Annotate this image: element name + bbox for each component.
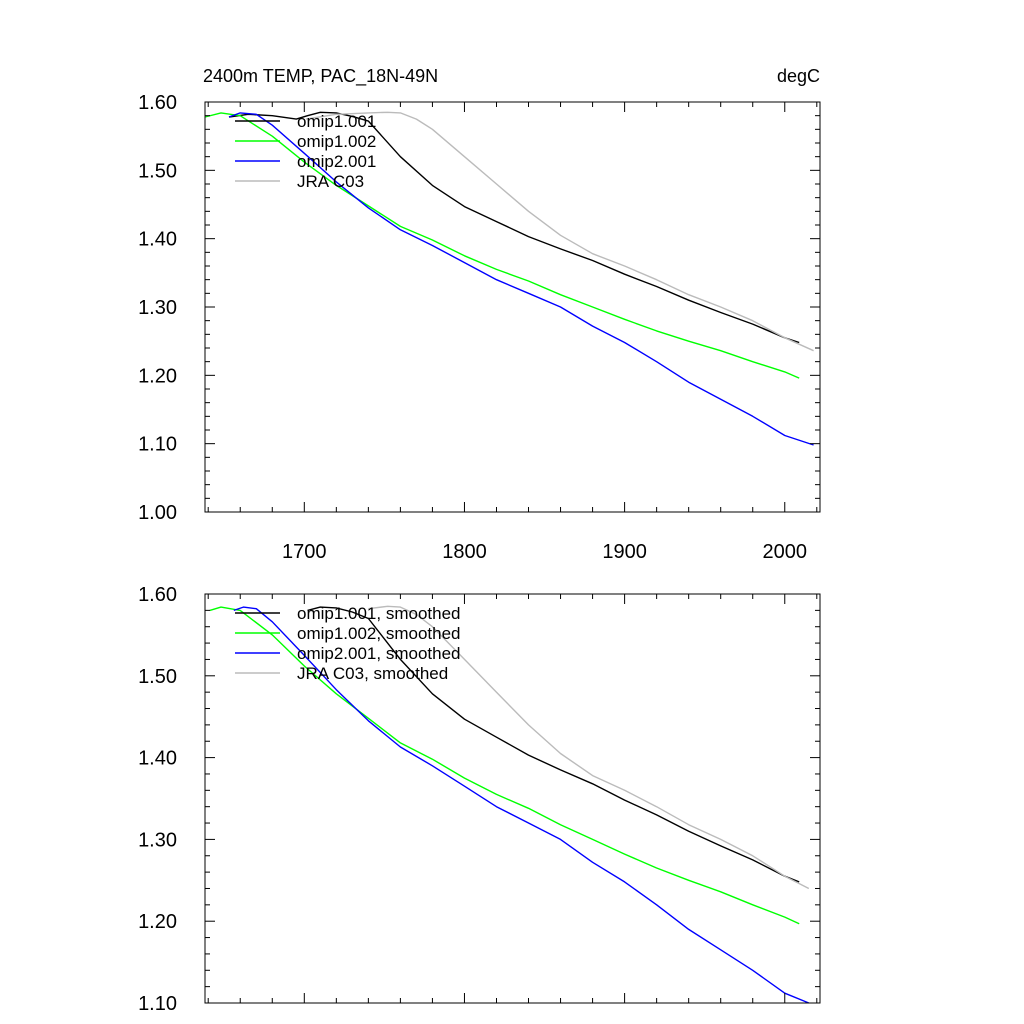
bottom-legend-label-3: omip2.001, smoothed bbox=[297, 644, 461, 663]
top-y-tick-label: 1.60 bbox=[138, 92, 177, 114]
top-legend-label-4: JRA C03 bbox=[297, 172, 364, 191]
top-x-tick-label: 2000 bbox=[763, 541, 808, 563]
top-x-tick-label: 1900 bbox=[602, 541, 647, 563]
top-legend-label-1: omip1.001 bbox=[297, 112, 376, 131]
bottom-series-line-4 bbox=[368, 605, 810, 890]
bottom-y-tick-label: 1.20 bbox=[138, 911, 177, 933]
top-legend-label-2: omip1.002 bbox=[297, 132, 376, 151]
top-series-line-2 bbox=[204, 112, 800, 379]
top-legend-label-3: omip2.001 bbox=[297, 152, 376, 171]
bottom-y-tick-label: 1.60 bbox=[138, 584, 177, 606]
top-x-tick-label: 1800 bbox=[442, 541, 487, 563]
top-y-tick-label: 1.40 bbox=[138, 229, 177, 251]
bottom-chart-panel: 1.10 1.20 1.30 1.40 1.50 1.60 omip1.001, smoo… bbox=[138, 584, 821, 1015]
bottom-series-line-1 bbox=[307, 606, 800, 883]
top-series-line-4 bbox=[305, 111, 814, 352]
bottom-plot-frame bbox=[204, 593, 821, 1004]
chart-title: 2400m TEMP, PAC_18N-49N bbox=[203, 66, 438, 87]
top-series-layer bbox=[204, 111, 814, 446]
bottom-y-tick-label: 1.30 bbox=[138, 829, 177, 851]
top-y-tick-label: 1.10 bbox=[138, 434, 177, 456]
bottom-axes-layer: 1.10 1.20 1.30 1.40 1.50 1.60 bbox=[138, 584, 821, 1015]
top-x-tick-label: 1700 bbox=[282, 541, 327, 563]
top-axes-layer: 1700 1800 1900 2000 1.00 1.10 1.20 1.30 1.40 1.50… bbox=[138, 92, 821, 563]
top-chart-panel: 2400m TEMP, PAC_18N-49N degC 1700 1800 190… bbox=[138, 66, 821, 563]
top-y-tick-label: 1.30 bbox=[138, 297, 177, 319]
bottom-legend-label-2: omip1.002, smoothed bbox=[297, 624, 461, 643]
units-label: degC bbox=[777, 66, 820, 86]
bottom-series-line-3 bbox=[233, 606, 810, 1004]
bottom-y-tick-label: 1.50 bbox=[138, 666, 177, 688]
bottom-legend-label-4: JRA C03, smoothed bbox=[297, 664, 448, 683]
top-y-tick-label: 1.00 bbox=[138, 502, 177, 524]
top-y-tick-label: 1.20 bbox=[138, 365, 177, 387]
bottom-series-line-2 bbox=[209, 606, 800, 925]
top-series-line-3 bbox=[228, 112, 814, 446]
top-y-tick-label: 1.50 bbox=[138, 160, 177, 182]
bottom-y-tick-label: 1.40 bbox=[138, 748, 177, 770]
bottom-legend-label-1: omip1.001, smoothed bbox=[297, 604, 461, 623]
bottom-series-layer bbox=[209, 605, 810, 1004]
bottom-y-tick-label: 1.10 bbox=[138, 993, 177, 1015]
top-series-line-1 bbox=[228, 111, 800, 344]
